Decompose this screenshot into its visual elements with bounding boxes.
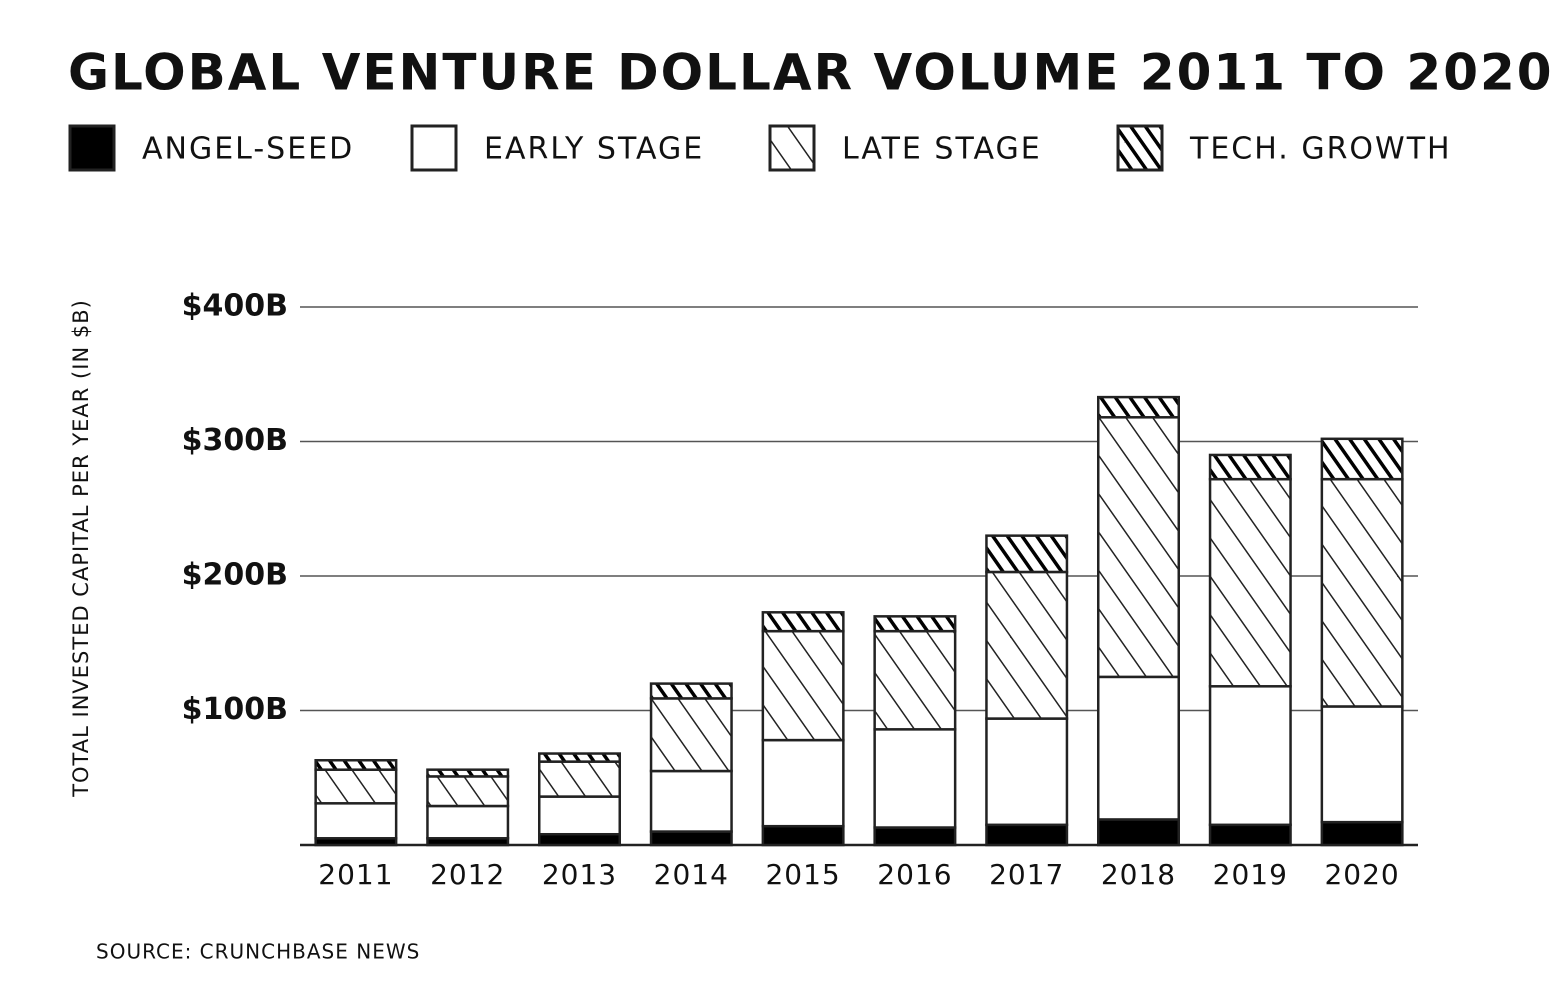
bar-segment <box>1097 416 1180 679</box>
bar-segment <box>873 629 957 731</box>
bar-segment <box>426 768 510 778</box>
y-tick-label: $200B <box>182 558 288 593</box>
legend-swatch <box>768 124 816 172</box>
legend-label: ANGEL-SEED <box>142 132 354 167</box>
bar-segment <box>985 534 1069 574</box>
bar-segment <box>873 728 957 829</box>
bar-segment <box>538 795 621 836</box>
legend-swatch <box>1116 124 1164 172</box>
legend-swatch <box>68 124 116 172</box>
bar-segment <box>1208 477 1292 688</box>
x-tick-label: 2014 <box>654 858 729 891</box>
bar-segment <box>1097 818 1180 847</box>
bar-segment <box>538 752 621 763</box>
bar-segment <box>1097 675 1180 821</box>
bar-segment <box>1208 685 1292 827</box>
bar-segment <box>873 826 957 847</box>
legend-label: TECH. GROWTH <box>1189 132 1452 167</box>
bar-segment <box>985 570 1069 720</box>
bar-segment <box>649 697 733 773</box>
bar-segment <box>873 615 957 633</box>
x-tick-label: 2011 <box>318 858 393 891</box>
bar-segment <box>314 768 398 805</box>
bar-segment <box>1097 395 1180 419</box>
chart-title: GLOBAL VENTURE DOLLAR VOLUME 2011 TO 202… <box>68 44 1554 102</box>
bar-segment <box>649 682 733 700</box>
x-tick-label: 2019 <box>1213 858 1288 891</box>
bar-segment <box>1320 705 1404 824</box>
y-tick-label: $100B <box>182 692 288 727</box>
x-tick-label: 2015 <box>765 858 840 891</box>
bar-segment <box>761 629 845 742</box>
y-axis-label: TOTAL INVESTED CAPITAL PER YEAR (IN $B) <box>69 299 93 798</box>
x-tick-label: 2017 <box>989 858 1064 891</box>
bar-segment <box>1320 437 1404 481</box>
bar-segment <box>761 611 845 633</box>
bar-segment <box>426 804 510 840</box>
legend-swatch <box>410 124 458 172</box>
bar-segment <box>1208 823 1292 847</box>
bar-segment <box>314 802 398 840</box>
bar-segment <box>538 832 621 847</box>
x-tick-label: 2012 <box>430 858 505 891</box>
bar-segment <box>538 760 621 798</box>
source: SOURCE: CRUNCHBASE NEWS <box>96 940 420 964</box>
x-tick-label: 2018 <box>1101 858 1176 891</box>
bar-segment <box>649 769 733 833</box>
bar-segment <box>1208 453 1292 481</box>
bar-segment <box>985 823 1069 847</box>
x-tick-label: 2016 <box>877 858 952 891</box>
legend-label: LATE STAGE <box>842 132 1042 167</box>
bar-segment <box>761 738 845 828</box>
bar-segment <box>985 717 1069 827</box>
bar-segment <box>426 775 510 808</box>
x-tick-label: 2013 <box>542 858 617 891</box>
bar-segment <box>761 824 845 847</box>
bar-segment <box>649 830 733 847</box>
y-tick-label: $400B <box>182 289 288 324</box>
bar-segment <box>1320 820 1404 847</box>
legend-label: EARLY STAGE <box>484 132 704 167</box>
x-tick-label: 2020 <box>1324 858 1399 891</box>
bar-segment <box>1320 477 1404 708</box>
y-tick-label: $300B <box>182 423 288 458</box>
bar-segment <box>314 759 398 771</box>
